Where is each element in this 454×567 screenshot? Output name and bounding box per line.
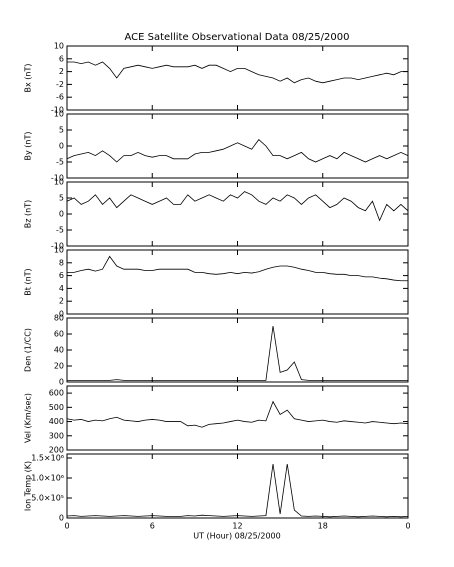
y-axis-label: By (nT)	[24, 132, 33, 161]
y-tick-label: 0	[59, 310, 64, 319]
y-tick-label: -5	[56, 226, 64, 235]
y-tick-label: 10	[54, 42, 64, 51]
data-line	[66, 400, 409, 428]
y-tick-label: 2	[59, 297, 64, 306]
x-tick-label: 12	[232, 522, 242, 531]
y-tick-label: 1.5×10⁶	[31, 454, 64, 463]
y-tick-label: 6	[59, 271, 64, 280]
y-tick-label: 600	[49, 389, 64, 398]
y-tick-label: 300	[49, 431, 64, 440]
y-tick-label: 5	[59, 194, 64, 203]
y-axis-label: Bt (nT)	[24, 268, 33, 295]
data-line	[66, 191, 409, 222]
y-tick-label: 10	[54, 110, 64, 119]
y-tick-label: 0	[59, 378, 64, 387]
data-line	[67, 61, 408, 84]
y-tick-label: -10	[51, 174, 64, 183]
y-tick-label: 500	[49, 403, 64, 412]
x-tick-label: 18	[318, 522, 328, 531]
y-tick-label: 8	[59, 258, 64, 267]
data-line	[67, 325, 408, 381]
y-tick-label: 20	[54, 362, 64, 371]
y-tick-label: 5.0×10⁵	[31, 494, 64, 503]
y-tick-label: -5	[56, 158, 64, 167]
x-tick-label: 6	[150, 522, 155, 531]
y-tick-label: 400	[49, 417, 64, 426]
y-tick-label: -2	[56, 80, 64, 89]
y-axis-label: Bx (nT)	[24, 64, 33, 93]
data-line	[66, 463, 409, 518]
y-axis-label: Den (1/CC)	[24, 328, 33, 372]
chart-title: ACE Satellite Observational Data 08/25/2…	[125, 32, 350, 43]
data-line	[66, 139, 409, 163]
y-tick-label: -6	[56, 93, 64, 102]
y-tick-label: 5	[59, 126, 64, 135]
y-tick-label: 0	[59, 514, 64, 523]
y-tick-label: 4	[59, 284, 64, 293]
y-tick-label: 0	[59, 210, 64, 219]
x-tick-label: 0	[64, 522, 69, 531]
y-tick-label: 10	[54, 246, 64, 255]
y-tick-label: 0	[59, 142, 64, 151]
y-tick-label: 10	[54, 178, 64, 187]
y-tick-label: 1.0×10⁶	[31, 474, 64, 483]
y-axis-label: Bz (nT)	[24, 200, 33, 228]
y-axis-label: Vel (Km/sec)	[24, 393, 33, 443]
y-tick-label: 80	[54, 314, 64, 323]
y-tick-label: 200	[49, 446, 64, 455]
y-tick-label: -10	[51, 242, 64, 251]
data-line	[67, 255, 408, 282]
y-axis-label: Ion Temp (K)	[24, 461, 33, 511]
y-tick-label: 60	[54, 330, 64, 339]
y-tick-label: -10	[51, 106, 64, 115]
x-axis-label: UT (Hour) 08/25/2000	[193, 532, 280, 541]
x-tick-label: 0	[405, 522, 410, 531]
y-tick-label: 2	[59, 67, 64, 76]
y-tick-label: 6	[59, 54, 64, 63]
y-tick-label: 40	[54, 346, 64, 355]
